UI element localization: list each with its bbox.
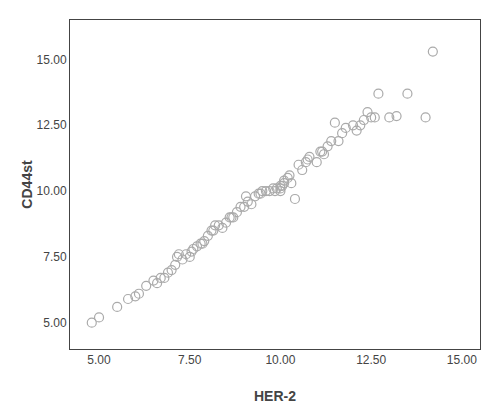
svg-text:5.00: 5.00	[43, 316, 67, 330]
svg-text:10.00: 10.00	[37, 184, 67, 198]
svg-text:15.00: 15.00	[447, 353, 477, 367]
svg-text:HER-2: HER-2	[254, 388, 296, 404]
svg-text:CD44st: CD44st	[19, 160, 35, 209]
svg-text:7.50: 7.50	[43, 250, 67, 264]
svg-text:10.00: 10.00	[265, 353, 295, 367]
svg-text:7.50: 7.50	[178, 353, 202, 367]
svg-text:15.00: 15.00	[37, 53, 67, 67]
svg-text:12.50: 12.50	[356, 353, 386, 367]
svg-text:12.50: 12.50	[37, 118, 67, 132]
svg-text:5.00: 5.00	[87, 353, 111, 367]
